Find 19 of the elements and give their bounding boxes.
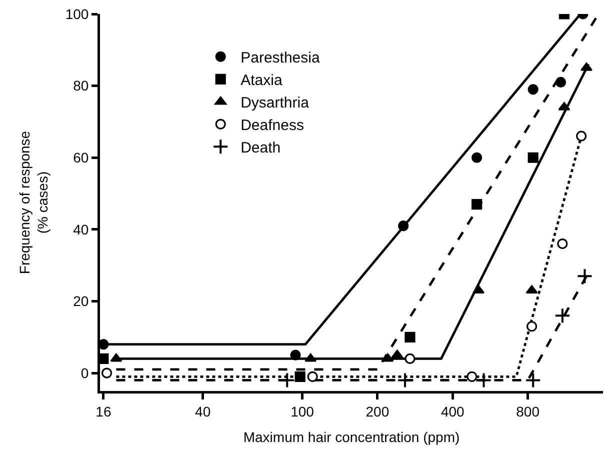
- legend-label: Deafness: [240, 116, 304, 134]
- y-tick-label: 20: [73, 293, 89, 310]
- x-tick-label: 200: [366, 403, 390, 420]
- x-tick-label: 100: [290, 403, 314, 420]
- legend-label: Dysarthria: [240, 94, 310, 112]
- y-tick-label: 60: [73, 150, 89, 166]
- y-tick-label: 40: [73, 221, 89, 238]
- y-tick-label: 0: [80, 364, 89, 381]
- legend-label: Death: [240, 139, 281, 156]
- legend-label: Paresthesia: [240, 49, 320, 66]
- legend-label: Ataxia: [240, 72, 283, 89]
- x-tick-label: 800: [516, 403, 540, 420]
- x-tick-label: 16: [96, 403, 112, 420]
- y-axis-title: Frequency of response (% cases): [16, 130, 51, 274]
- x-axis-title: Maximum hair concentration (ppm): [243, 428, 460, 445]
- y-tick-label: 100: [65, 6, 89, 22]
- x-tick-label: 400: [440, 403, 465, 420]
- y-tick-label: 80: [73, 78, 89, 94]
- x-tick-label: 40: [195, 403, 211, 420]
